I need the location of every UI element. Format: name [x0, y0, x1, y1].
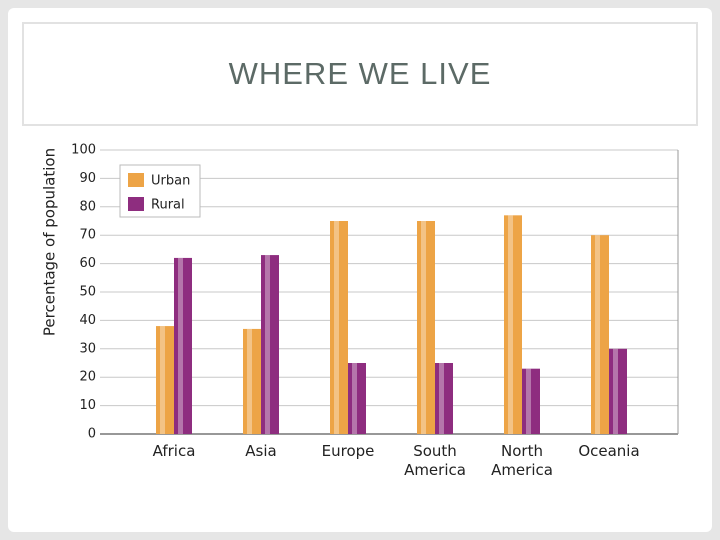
y-tick-label: 50 [79, 285, 96, 300]
bar-highlight [352, 363, 357, 434]
slide-title: WHERE WE LIVE [228, 56, 492, 91]
y-tick-label: 40 [79, 313, 96, 328]
bar-highlight [421, 221, 426, 434]
bar [330, 221, 348, 434]
legend-label: Urban [151, 174, 190, 189]
x-tick-label: South America [404, 442, 466, 479]
bar [348, 363, 366, 434]
chart-area: Percentage of population 0 10 20 30 40 50 60 70… [36, 137, 684, 481]
bar-highlight [334, 221, 339, 434]
bar-highlight [613, 348, 618, 434]
x-tick-label: Africa [152, 442, 196, 460]
legend-label: Rural [151, 198, 185, 213]
bar [591, 235, 609, 434]
bar-highlight [160, 326, 165, 434]
bar-highlight [508, 215, 513, 434]
y-tick-label: 60 [79, 256, 96, 271]
bar [156, 326, 174, 434]
bar [417, 221, 435, 434]
bar [174, 257, 192, 434]
x-tick-label: North America [491, 442, 553, 479]
bar [261, 255, 279, 434]
y-tick-label: 100 [71, 143, 96, 158]
title-box: WHERE WE LIVE [22, 22, 698, 126]
y-axis-label: Percentage of population [41, 148, 59, 336]
y-tick-label: 20 [79, 370, 96, 385]
bar-highlight [526, 368, 531, 434]
bar [435, 363, 453, 434]
y-tick-label: 30 [79, 341, 96, 356]
legend-swatch [128, 197, 144, 211]
y-tick-label: 70 [79, 228, 96, 243]
bar [522, 368, 540, 434]
bar-highlight [595, 235, 600, 434]
bar [243, 328, 261, 434]
bar-highlight [247, 328, 252, 434]
x-tick-label: Asia [245, 442, 277, 460]
y-tick-label: 90 [79, 171, 96, 186]
y-tick-label: 80 [79, 199, 96, 214]
bar-highlight [178, 257, 183, 434]
bar [504, 215, 522, 434]
bar-highlight [265, 255, 270, 434]
y-tick-label: 10 [79, 398, 96, 413]
x-tick-label: Europe [321, 442, 375, 460]
x-tick-label: Oceania [578, 442, 640, 460]
y-tick-label: 0 [88, 427, 96, 442]
chart: Percentage of population 0 10 20 30 40 50 60 70… [41, 143, 679, 442]
bar [609, 348, 627, 434]
bar-highlight [439, 363, 444, 434]
legend-swatch [128, 173, 144, 187]
